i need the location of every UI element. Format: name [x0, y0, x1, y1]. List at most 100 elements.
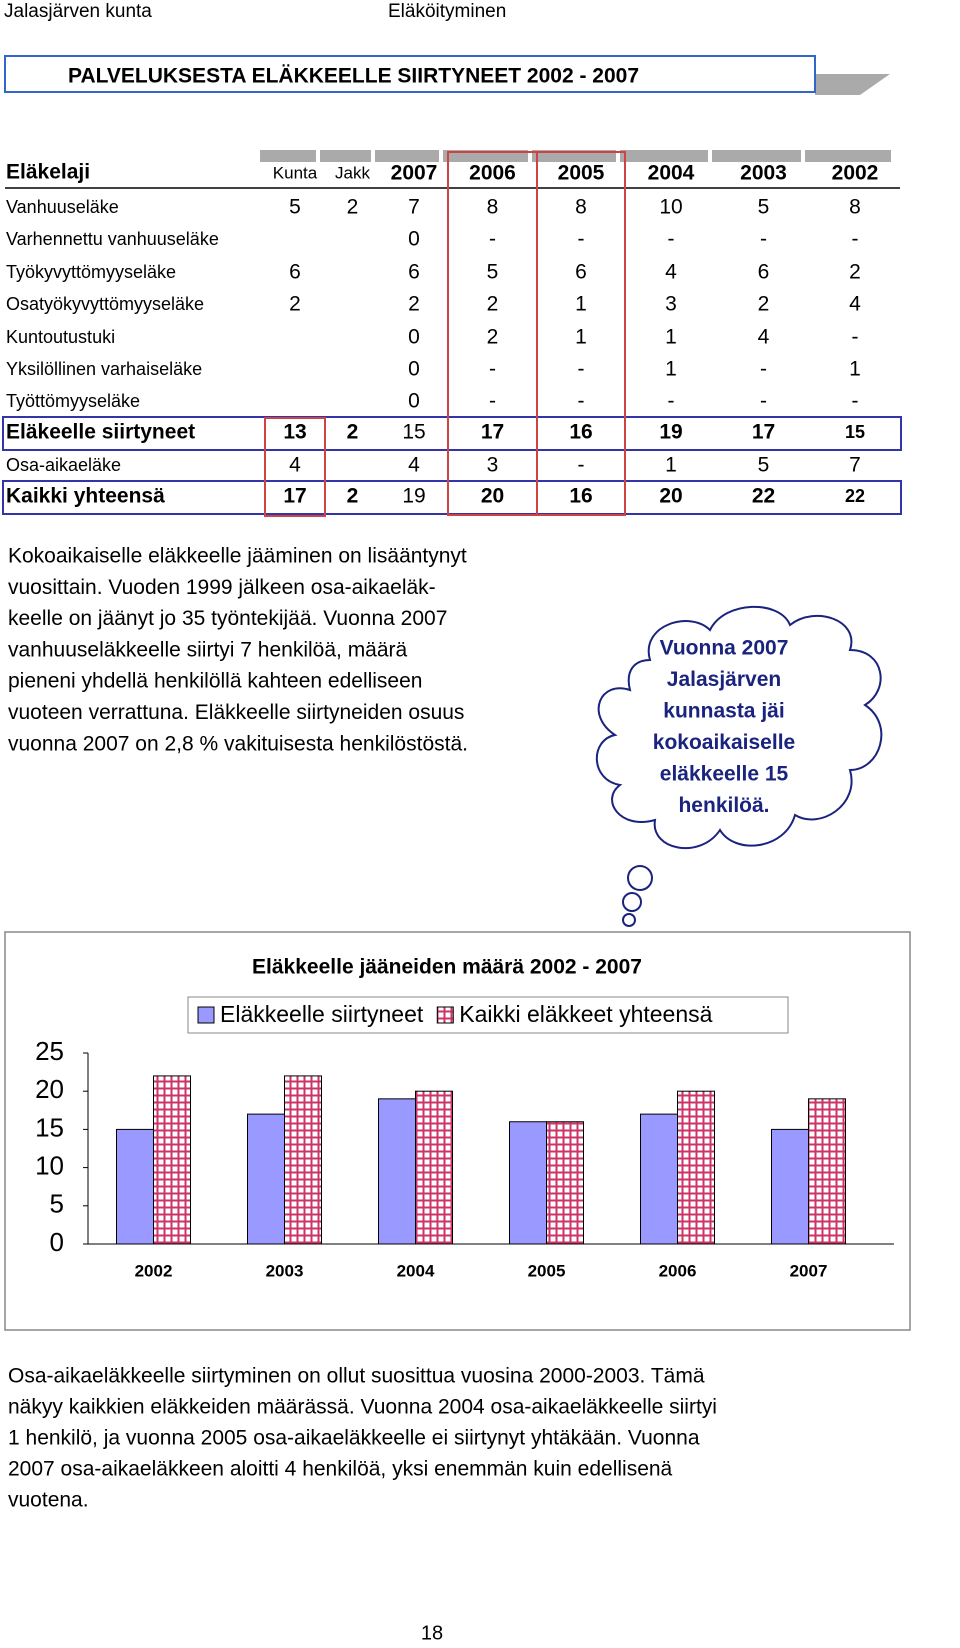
cell: 19	[402, 485, 425, 508]
cell: 5	[487, 261, 499, 284]
cell: 13	[283, 421, 306, 444]
header-left: Jalasjärven kunta	[4, 1, 152, 22]
text-line: vuosittain. Vuoden 1999 jälkeen osa-aika…	[8, 576, 436, 599]
bar	[808, 1098, 846, 1245]
column-header: Kunta	[273, 163, 318, 182]
callout-bubble	[622, 913, 636, 927]
text-line: vuoteen verrattuna. Eläkkeelle siirtynei…	[8, 701, 464, 724]
bar	[378, 1098, 416, 1245]
cell: -	[578, 390, 585, 413]
text-line: pieneni yhdellä henkilöllä kahteen edell…	[8, 670, 422, 693]
cell: 2	[347, 421, 359, 444]
column-header: Jakk	[335, 163, 370, 182]
chart: Eläkkeelle siirtyneet Kaikki eläkkeet yht…	[35, 996, 894, 1280]
legend-label: Eläkkeelle siirtyneet	[220, 1001, 424, 1027]
text-line: keelle on jäänyt jo 35 työntekijää. Vuon…	[8, 607, 447, 630]
cell: 7	[849, 454, 861, 477]
cell: 4	[849, 293, 861, 316]
bar	[116, 1128, 154, 1245]
cell: 2	[758, 293, 770, 316]
cell: -	[489, 358, 496, 381]
cell: 8	[487, 196, 499, 219]
header-shadow	[620, 150, 708, 162]
cell: -	[852, 390, 859, 413]
cell: 10	[659, 196, 682, 219]
row-label: Työkyvyttömyyseläke	[6, 262, 176, 282]
row-label: Kuntoutustuki	[6, 327, 115, 347]
y-tick-label: 20	[35, 1074, 64, 1104]
text-line: vuotena.	[8, 1489, 89, 1512]
y-tick-label: 5	[50, 1189, 64, 1219]
x-tick-label: 2002	[135, 1261, 173, 1280]
x-tick-label: 2003	[266, 1261, 304, 1280]
x-tick-label: 2007	[790, 1261, 828, 1280]
y-tick-label: 0	[50, 1227, 64, 1257]
row-label: Yksilöllinen varhaiseläke	[6, 359, 202, 379]
cell: 15	[845, 422, 865, 442]
text-line: näkyy kaikkien eläkkeiden määrässä. Vuon…	[8, 1396, 717, 1419]
callout: Vuonna 2007 Jalasjärven kunnasta jäi kokoai…	[653, 637, 795, 818]
row-label: Vanhuuseläke	[6, 197, 119, 217]
cell: 1	[575, 293, 587, 316]
bar	[509, 1121, 547, 1245]
bar	[640, 1113, 678, 1245]
cell: -	[760, 390, 767, 413]
cell: 6	[758, 261, 770, 284]
cell: 0	[408, 358, 420, 381]
cell: -	[489, 228, 496, 251]
callout-line: Jalasjärven	[667, 668, 781, 691]
legend-swatch	[197, 1006, 215, 1024]
cell: 19	[659, 421, 682, 444]
row-label: Osatyökyvyttömyyseläke	[6, 294, 204, 314]
cell: 5	[758, 196, 770, 219]
cell: 22	[845, 486, 865, 506]
cell: 2	[289, 293, 301, 316]
callout-line: kunnasta jäi	[663, 700, 784, 723]
cell: 2	[849, 261, 861, 284]
y-tick-label: 25	[35, 1036, 64, 1066]
cell: 6	[575, 261, 587, 284]
cell: 1	[575, 326, 587, 349]
text-line: 2007 osa-aikaeläkkeen aloitti 4 henkilöä…	[8, 1458, 673, 1481]
header-shadow	[712, 150, 801, 162]
cell: 8	[849, 196, 861, 219]
cell: -	[489, 390, 496, 413]
bar	[771, 1128, 809, 1245]
cell: 16	[569, 485, 592, 508]
column-highlight	[264, 417, 326, 517]
cell: 5	[289, 196, 301, 219]
paragraph: Kokoaikaiselle eläkkeelle jääminen on li…	[8, 545, 468, 756]
x-tick-label: 2004	[397, 1261, 435, 1280]
cell: 1	[665, 358, 677, 381]
text-line: Kokoaikaiselle eläkkeelle jääminen on li…	[8, 545, 467, 568]
cell: -	[578, 454, 585, 477]
table: Eläkelaji Kunta Jakk 2007 2006 2005 2004 2003 20…	[2, 150, 902, 517]
row-highlight	[2, 416, 902, 451]
column-header: 2003	[740, 162, 787, 185]
row-label: Eläkeelle siirtyneet	[6, 421, 195, 444]
cell: 20	[481, 485, 504, 508]
text-line: Osa-aikaeläkkeelle siirtyminen on ollut …	[8, 1365, 705, 1388]
header-shadow	[805, 150, 891, 162]
cell: 7	[408, 196, 420, 219]
title-box	[4, 55, 816, 93]
cell: -	[668, 390, 675, 413]
header-shadow	[260, 150, 316, 162]
row-label: Kaikki yhteensä	[6, 485, 165, 508]
bar	[284, 1075, 322, 1245]
bar	[247, 1113, 285, 1245]
bar	[153, 1075, 191, 1245]
callout-line: henkilöä.	[678, 794, 769, 817]
cell: 1	[665, 454, 677, 477]
title: PALVELUKSESTA ELÄKKEELLE SIIRTYNEET 2002…	[68, 65, 639, 88]
column-header: 2005	[558, 162, 605, 185]
cell: 2	[347, 196, 359, 219]
cell: 2	[487, 326, 499, 349]
cell: -	[760, 228, 767, 251]
legend-box	[187, 996, 789, 1034]
column-header: 2006	[469, 162, 516, 185]
callout-line: kokoaikaiselle	[653, 731, 795, 754]
cell: 4	[758, 326, 770, 349]
cell: 0	[408, 326, 420, 349]
cell: 3	[665, 293, 677, 316]
